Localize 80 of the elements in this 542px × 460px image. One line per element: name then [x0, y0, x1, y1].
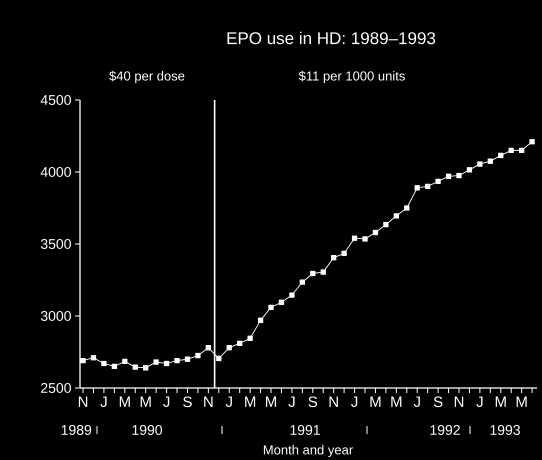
point [278, 300, 284, 305]
point [300, 279, 305, 285]
y-tick-label: 3500 [40, 239, 71, 249]
point [122, 358, 128, 364]
text: 1993 [490, 425, 520, 435]
y-tick-label: 2500 [41, 383, 71, 393]
x-tick-label: J [414, 396, 420, 407]
x-tick-label: S [434, 396, 442, 408]
point [132, 364, 138, 370]
chart-title: EPO use in HD: 1989–1993 [227, 32, 436, 44]
point [289, 292, 295, 298]
x-tick-label: J [100, 396, 107, 407]
point [258, 318, 264, 323]
point [425, 184, 430, 190]
point [101, 360, 107, 366]
x-tick-label: S [183, 396, 192, 408]
text: 1992 [430, 425, 460, 435]
point [320, 269, 326, 275]
point [331, 255, 336, 260]
x-tick-label: J [476, 396, 483, 407]
y-tick-label: 3000 [40, 311, 71, 321]
point [519, 148, 524, 154]
y-tick-label: 4000 [40, 167, 71, 177]
text: 1989 [62, 425, 92, 435]
x-tick-label: J [226, 396, 232, 407]
point [362, 236, 368, 242]
point [341, 250, 347, 256]
point [456, 172, 462, 178]
point [247, 336, 253, 341]
x-tick-label: S [308, 396, 318, 408]
point [310, 270, 316, 276]
x-tick-label: N [204, 396, 213, 407]
point [383, 222, 389, 228]
y-tick-label: 4500 [40, 95, 71, 105]
x-tick-label: J [163, 396, 170, 407]
point [216, 356, 222, 362]
point [372, 230, 378, 236]
x-tick-label: M [120, 396, 130, 407]
x-tick-label: M [245, 396, 256, 407]
point [143, 365, 148, 370]
point [80, 358, 86, 364]
text: $40 per dose [109, 70, 184, 84]
point [174, 358, 180, 364]
text: 1991 [290, 425, 320, 435]
text: $11 per 1000 units [298, 70, 405, 84]
point [184, 356, 190, 362]
point [498, 152, 504, 158]
x-tick-label: M [370, 396, 380, 407]
point [195, 352, 201, 358]
point [446, 174, 452, 179]
x-tick-label: J [288, 396, 295, 407]
point [153, 359, 159, 365]
point [477, 161, 483, 167]
x-tick-label: N [329, 396, 338, 407]
point [164, 360, 170, 366]
point [90, 355, 96, 360]
point [414, 185, 420, 190]
point [268, 304, 274, 310]
point [488, 158, 493, 164]
x-tick-label: N [78, 396, 88, 407]
x-tick-label: J [351, 396, 358, 407]
point [466, 167, 472, 172]
point [508, 148, 514, 154]
x-tick-label: N [454, 396, 464, 407]
x-tick-label: M [140, 396, 151, 407]
point [206, 345, 212, 350]
x-axis-title: Month and year [264, 444, 353, 458]
point [112, 364, 118, 370]
x-tick-label: M [516, 396, 527, 407]
text: 1990 [132, 425, 162, 435]
x-tick-label: M [496, 396, 506, 407]
point [352, 236, 358, 241]
point [435, 178, 441, 184]
point [237, 340, 242, 346]
x-tick-label: M [391, 396, 402, 407]
x-tick-label: M [266, 396, 276, 407]
point [226, 345, 232, 350]
point [394, 213, 399, 219]
point [404, 205, 410, 211]
point [529, 139, 535, 144]
